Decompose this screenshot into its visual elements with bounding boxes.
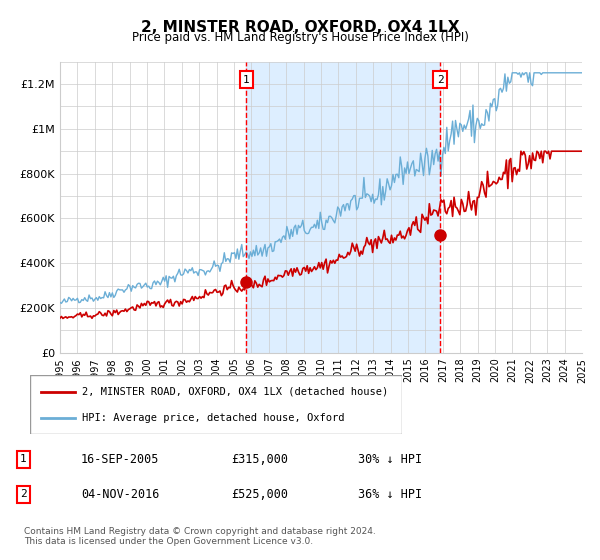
Text: 2, MINSTER ROAD, OXFORD, OX4 1LX (detached house): 2, MINSTER ROAD, OXFORD, OX4 1LX (detach… xyxy=(82,386,388,396)
Text: 2, MINSTER ROAD, OXFORD, OX4 1LX: 2, MINSTER ROAD, OXFORD, OX4 1LX xyxy=(141,20,459,35)
Text: £525,000: £525,000 xyxy=(231,488,288,501)
FancyBboxPatch shape xyxy=(30,375,402,434)
Text: 1: 1 xyxy=(20,454,27,464)
Text: 04-NOV-2016: 04-NOV-2016 xyxy=(81,488,160,501)
Bar xyxy=(247,62,440,353)
Text: HPI: Average price, detached house, Oxford: HPI: Average price, detached house, Oxfo… xyxy=(82,413,344,423)
Text: Contains HM Land Registry data © Crown copyright and database right 2024.
This d: Contains HM Land Registry data © Crown c… xyxy=(24,526,376,546)
Text: £315,000: £315,000 xyxy=(231,452,288,466)
Text: 1: 1 xyxy=(243,74,250,85)
Text: 30% ↓ HPI: 30% ↓ HPI xyxy=(358,452,422,466)
Text: Price paid vs. HM Land Registry's House Price Index (HPI): Price paid vs. HM Land Registry's House … xyxy=(131,31,469,44)
Text: 16-SEP-2005: 16-SEP-2005 xyxy=(81,452,160,466)
Text: 2: 2 xyxy=(20,489,27,499)
Text: 2: 2 xyxy=(437,74,443,85)
Text: 36% ↓ HPI: 36% ↓ HPI xyxy=(358,488,422,501)
